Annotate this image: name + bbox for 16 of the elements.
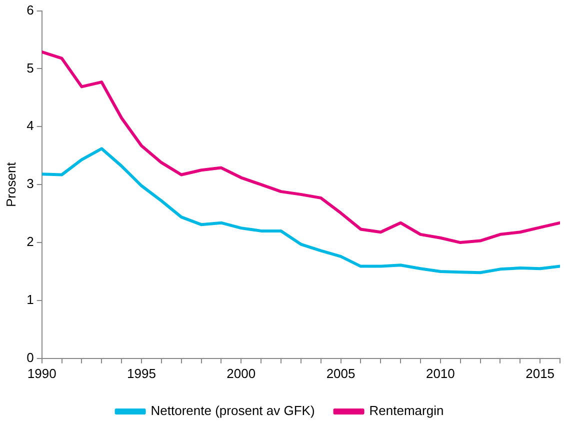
- legend-label: Rentemargin: [369, 403, 444, 418]
- y-axis-title: Prosent: [3, 162, 18, 208]
- x-tick-label: 1990: [27, 366, 56, 381]
- y-tick-label: 5: [26, 60, 34, 76]
- y-tick-label: 0: [26, 350, 34, 365]
- legend-label: Nettorente (prosent av GFK): [150, 403, 315, 418]
- y-tick-label: 6: [26, 2, 34, 18]
- x-tick-label: 2000: [226, 366, 256, 381]
- x-tick-label: 2015: [526, 366, 555, 381]
- y-tick-label: 2: [26, 234, 34, 250]
- y-tick-label: 3: [26, 176, 34, 192]
- y-tick-label: 1: [26, 292, 34, 308]
- x-tick-label: 1995: [127, 366, 156, 381]
- x-tick-label: 2010: [426, 366, 455, 381]
- y-tick-label: 4: [26, 118, 34, 134]
- x-tick-label: 2005: [326, 366, 356, 381]
